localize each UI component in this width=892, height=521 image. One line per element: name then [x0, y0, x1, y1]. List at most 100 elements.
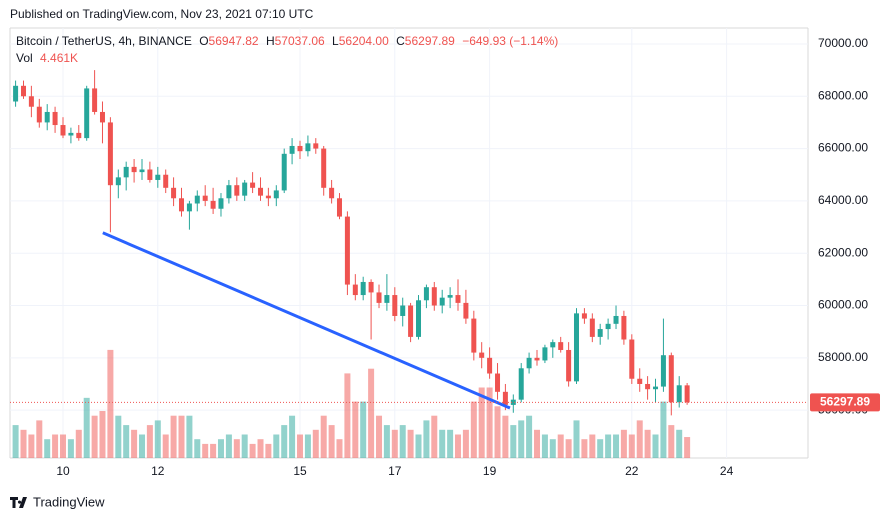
candle-body	[178, 198, 184, 212]
y-tick-label: 66000.00	[818, 141, 868, 155]
candle-body	[653, 386, 659, 390]
volume-bar	[131, 429, 138, 458]
volume-bar	[439, 429, 446, 458]
volume-bar	[281, 425, 288, 458]
candle-body	[581, 313, 587, 319]
legend-c: C	[396, 34, 405, 48]
candle-body	[431, 287, 437, 306]
volume-bar	[368, 368, 375, 458]
volume-bar	[328, 425, 335, 458]
volume-bar	[273, 434, 280, 458]
volume-bar	[518, 420, 525, 458]
volume-bar	[391, 429, 398, 458]
candle-body	[668, 355, 674, 403]
candle-body	[68, 132, 74, 136]
candle-body	[313, 143, 319, 149]
candle-body	[258, 187, 264, 196]
candle-body	[84, 88, 90, 139]
last-price-label: 56297.89	[820, 395, 870, 409]
volume-bar	[186, 415, 193, 458]
volume-bar	[644, 429, 651, 458]
candle-body	[558, 342, 564, 350]
candle-body	[534, 357, 540, 361]
volume-bar	[44, 439, 51, 458]
x-tick-label: 17	[388, 464, 402, 478]
volume-bar	[320, 415, 327, 458]
legend-low: 56204.00	[339, 34, 389, 48]
candle-body	[28, 96, 34, 107]
volume-bar	[447, 429, 454, 458]
volume-bar	[210, 443, 217, 458]
volume-bar	[454, 434, 461, 458]
volume-bar	[636, 420, 643, 458]
legend-open: 56947.82	[209, 34, 259, 48]
candle-body	[518, 368, 524, 400]
volume-bar	[146, 425, 153, 458]
candle-body	[171, 187, 177, 199]
candle-body	[439, 297, 445, 306]
candle-body	[147, 169, 153, 180]
legend-o: O	[199, 34, 208, 48]
volume-bar	[312, 429, 319, 458]
y-tick-label: 62000.00	[818, 245, 868, 259]
brand-name: TradingView	[33, 494, 105, 509]
volume-bar	[202, 443, 209, 458]
x-tick-label: 19	[483, 464, 497, 478]
candle-body	[455, 295, 461, 303]
x-tick-label: 10	[56, 464, 70, 478]
candle-body	[629, 339, 635, 379]
volume-bar	[581, 439, 588, 458]
candle-body	[336, 198, 342, 217]
legend-l: L	[332, 34, 339, 48]
candle-body	[573, 313, 579, 382]
candle-body	[637, 378, 643, 384]
y-tick-label: 70000.00	[818, 36, 868, 50]
volume-bar	[336, 439, 343, 458]
volume-bar	[549, 439, 556, 458]
volume-bar	[170, 415, 177, 458]
volume-bar	[241, 434, 248, 458]
candle-body	[566, 349, 572, 382]
volume-bar	[431, 415, 438, 458]
legend-vol: Vol	[16, 51, 33, 65]
volume-bar	[83, 397, 90, 458]
volume-bar	[470, 401, 477, 458]
volume-bar	[28, 434, 35, 458]
volume-bar	[75, 429, 82, 458]
brand-logo	[10, 497, 27, 508]
candle-body	[242, 182, 248, 196]
volume-bar	[297, 434, 304, 458]
volume-bar	[684, 437, 691, 458]
y-tick-label: 58000.00	[818, 350, 868, 364]
x-tick-label: 24	[720, 464, 734, 478]
volume-bar	[620, 429, 627, 458]
candle-body	[384, 295, 390, 303]
volume-bar	[383, 425, 390, 458]
volume-bar	[613, 434, 620, 458]
candle-body	[305, 143, 311, 152]
candle-body	[495, 373, 501, 392]
candle-body	[155, 174, 161, 180]
legend-ohlc: Bitcoin / TetherUS, 4h, BINANCE O56947.8…	[16, 34, 558, 48]
candle-body	[408, 305, 414, 337]
volume-bar	[265, 443, 272, 458]
legend-close: 56297.89	[405, 34, 455, 48]
candle-body	[423, 287, 429, 301]
volume-bar	[486, 387, 493, 458]
volume-bar	[565, 439, 572, 458]
volume-bar	[99, 411, 106, 458]
volume-bar	[668, 425, 675, 458]
volume-bar	[289, 415, 296, 458]
volume-bar	[233, 439, 240, 458]
candle-body	[589, 318, 595, 337]
volume-bar	[399, 425, 406, 458]
candle-body	[487, 357, 493, 374]
volume-bar	[217, 439, 224, 458]
candle-body	[99, 111, 105, 123]
candle-body	[123, 166, 129, 178]
volume-bar	[597, 439, 604, 458]
candle-body	[21, 85, 27, 97]
volume-bar	[36, 420, 43, 458]
candle-body	[139, 169, 145, 173]
